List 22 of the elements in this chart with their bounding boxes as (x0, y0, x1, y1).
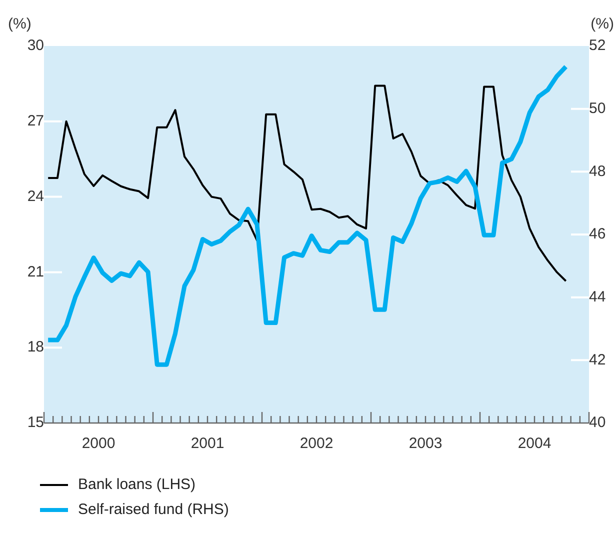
y2-tick-label: 44 (589, 288, 606, 306)
y2-tick-label: 52 (589, 37, 606, 54)
y2-tick-label: 46 (589, 226, 606, 243)
y-tick-label: 21 (27, 263, 44, 280)
y2-tick-label: 40 (589, 414, 606, 432)
y2-tick-label: 48 (589, 162, 606, 180)
x-tick-label: 2002 (300, 435, 334, 452)
legend-label: Bank loans (LHS) (78, 476, 196, 493)
y2-axis-title: (%) (590, 16, 614, 33)
x-tick-label: 2000 (82, 435, 116, 452)
x-tick-label: 2003 (408, 435, 442, 452)
y2-tick-label: 50 (589, 100, 606, 117)
x-tick-label: 2004 (518, 435, 552, 452)
x-tick-label: 2001 (190, 435, 224, 452)
y-axis-title: (%) (8, 16, 32, 33)
y-tick-label: 24 (27, 188, 44, 205)
legend-label: Self-raised fund (RHS) (78, 501, 229, 518)
y-tick-label: 27 (27, 112, 44, 130)
y-tick-label: 15 (27, 414, 44, 432)
y-tick-label: 18 (27, 338, 44, 356)
y2-tick-label: 42 (589, 351, 606, 368)
y-tick-label: 30 (27, 37, 44, 54)
